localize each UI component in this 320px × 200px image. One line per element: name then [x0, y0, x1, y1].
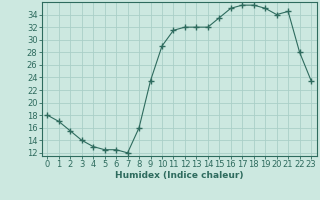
X-axis label: Humidex (Indice chaleur): Humidex (Indice chaleur) [115, 171, 244, 180]
